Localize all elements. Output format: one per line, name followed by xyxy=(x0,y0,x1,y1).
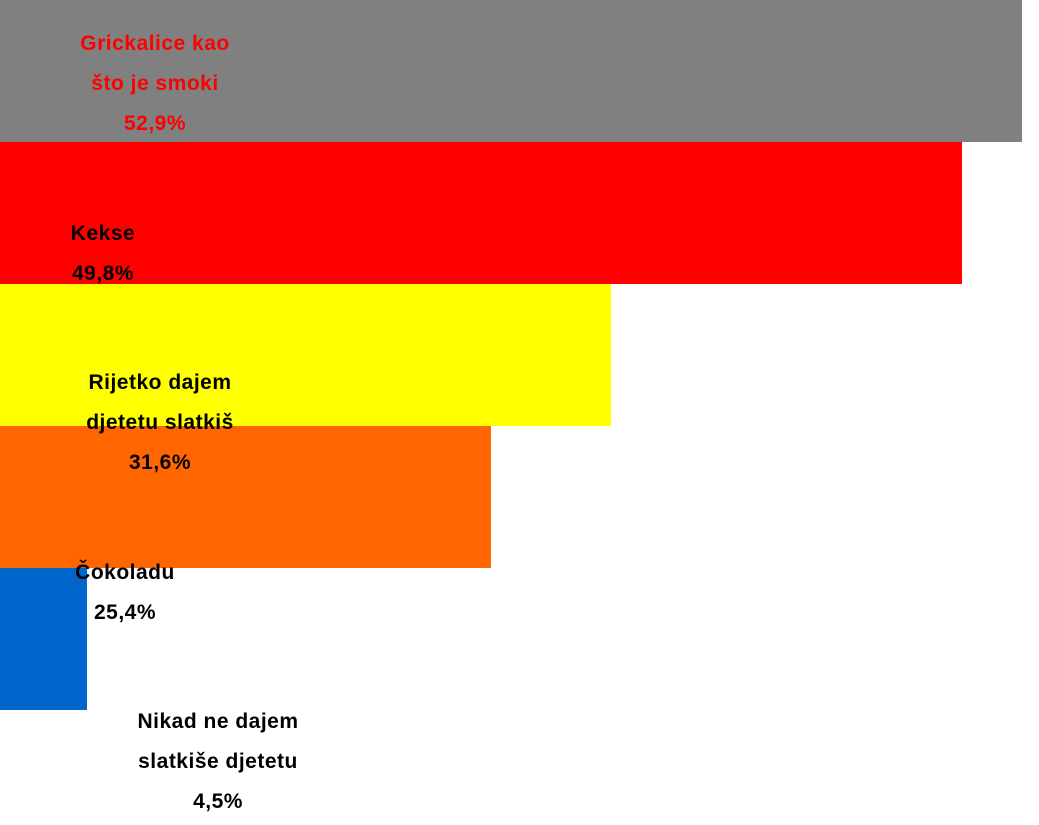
bar-label: Čokoladu 25,4% xyxy=(0,553,275,633)
bar xyxy=(0,568,87,710)
value-label: 4,5% xyxy=(193,790,243,813)
value-label: 31,6% xyxy=(128,451,192,474)
value-label: 25,4% xyxy=(93,600,157,624)
bar-label: Kekse 49,8% xyxy=(0,214,253,294)
value-label: 49,8% xyxy=(71,261,135,285)
bar-label: Nikad ne dajem slatkiše djetetu 4,5% xyxy=(68,702,368,822)
category-label: Rijetko dajem djetetu slatkiš xyxy=(86,371,234,434)
bar xyxy=(0,284,611,426)
category-label: Čokoladu xyxy=(75,560,175,584)
category-label: Grickalice kao što je smoki xyxy=(80,32,230,95)
value-label: 52,9% xyxy=(123,112,187,135)
bar xyxy=(0,142,963,284)
bar xyxy=(0,0,1023,142)
bar-label: Rijetko dajem djetetu slatkiš 31,6% xyxy=(10,363,310,483)
bar-label: Grickalice kao što je smoki 52,9% xyxy=(5,24,305,144)
bar xyxy=(0,426,491,568)
category-label: Kekse xyxy=(70,221,136,245)
category-label: Nikad ne dajem slatkiše djetetu xyxy=(137,710,299,773)
